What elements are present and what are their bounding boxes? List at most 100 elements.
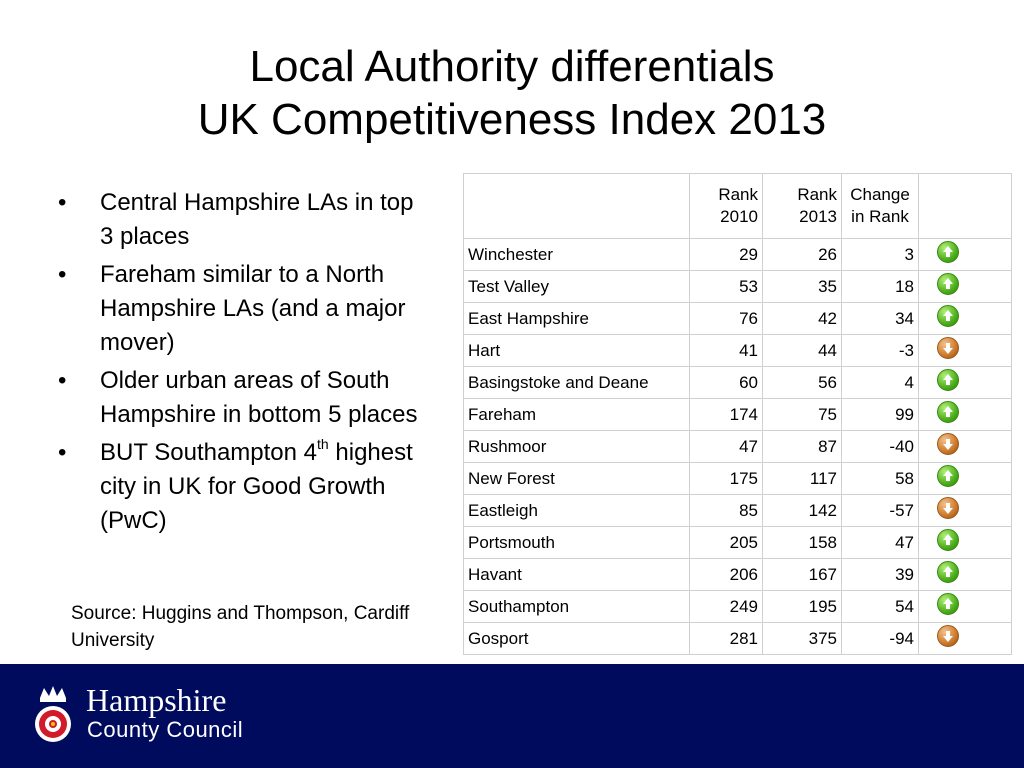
table-header-row: Rank 2010 Rank 2013 Change in Rank	[463, 173, 1012, 239]
authority-name-cell: Basingstoke and Deane	[463, 366, 690, 399]
authority-name-cell: New Forest	[463, 462, 690, 495]
header-rank-2010-line1: Rank	[718, 185, 758, 204]
arrow-up-circle-icon	[937, 369, 959, 391]
trend-cell	[918, 590, 1012, 623]
bullet-marker: •	[58, 367, 67, 394]
authority-name-cell: Winchester	[463, 238, 690, 271]
bullet-text-pre: BUT Southampton 4	[100, 439, 318, 466]
authority-name-cell: Test Valley	[463, 270, 690, 303]
bullet-text-post: highest city in UK for Good Growth (PwC)	[100, 439, 413, 534]
table-row: Gosport 281 375 -94	[463, 622, 1012, 655]
bullet-item: • Central Hampshire LAs in top 3 places	[58, 186, 428, 254]
bullet-item: • Older urban areas of South Hampshire i…	[58, 364, 428, 432]
change-in-rank-cell: 99	[841, 398, 919, 431]
table-row: East Hampshire 76 42 34	[463, 302, 1012, 335]
brand-subtitle: County Council	[87, 717, 244, 742]
rank-2010-cell: 281	[689, 622, 763, 655]
arrow-down-circle-icon	[937, 337, 959, 359]
change-in-rank-cell: 54	[841, 590, 919, 623]
rank-2010-cell: 76	[689, 302, 763, 335]
header-rank-2010-line2: 2010	[720, 207, 758, 226]
table-row: Fareham 174 75 99	[463, 398, 1012, 431]
table-row: Eastleigh 85 142 -57	[463, 494, 1012, 527]
arrow-down-circle-icon	[937, 433, 959, 455]
rank-2013-cell: 117	[762, 462, 842, 495]
table-row: Portsmouth 205 158 47	[463, 526, 1012, 559]
arrow-down-circle-icon	[937, 625, 959, 647]
table-row: Southampton 249 195 54	[463, 590, 1012, 623]
arrow-up-circle-icon	[937, 561, 959, 583]
rank-2013-cell: 375	[762, 622, 842, 655]
rank-2010-cell: 53	[689, 270, 763, 303]
table-row: Havant 206 167 39	[463, 558, 1012, 591]
arrow-up-circle-icon	[937, 241, 959, 263]
brand-name: Hampshire	[86, 682, 227, 718]
change-in-rank-cell: -57	[841, 494, 919, 527]
authority-name-cell: Rushmoor	[463, 430, 690, 463]
change-in-rank-cell: -3	[841, 334, 919, 367]
source-note: Source: Huggins and Thompson, Cardiff Un…	[71, 603, 410, 651]
header-rank-2013-line2: 2013	[799, 207, 837, 226]
trend-cell	[918, 270, 1012, 303]
slide-title-line-2: UK Competitiveness Index 2013	[197, 95, 827, 144]
bullet-text: Central Hampshire LAs in top 3 places	[100, 189, 414, 250]
table-row: Test Valley 53 35 18	[463, 270, 1012, 303]
change-in-rank-cell: 58	[841, 462, 919, 495]
bullet-item: • BUT Southampton 4th highest city in UK…	[58, 436, 428, 538]
bullet-text: Fareham similar to a North Hampshire LAs…	[100, 261, 406, 356]
rank-2013-cell: 87	[762, 430, 842, 463]
authority-name-cell: Southampton	[463, 590, 690, 623]
ranking-table: Rank 2010 Rank 2013 Change in Rank Winch…	[463, 173, 1012, 655]
rank-2010-cell: 249	[689, 590, 763, 623]
change-in-rank-cell: 34	[841, 302, 919, 335]
rank-2010-cell: 60	[689, 366, 763, 399]
rank-2010-cell: 175	[689, 462, 763, 495]
trend-cell	[918, 302, 1012, 335]
bullet-superscript: th	[317, 436, 329, 452]
rank-2013-cell: 167	[762, 558, 842, 591]
bullet-list: • Central Hampshire LAs in top 3 places …	[58, 186, 428, 542]
rank-2013-cell: 56	[762, 366, 842, 399]
footer-bar: Hampshire County Council	[0, 664, 1024, 768]
rank-2013-cell: 35	[762, 270, 842, 303]
trend-cell	[918, 622, 1012, 655]
header-rank-2010: Rank 2010	[689, 173, 763, 239]
arrow-up-circle-icon	[937, 401, 959, 423]
header-name-cell	[463, 173, 690, 239]
rank-2013-cell: 142	[762, 494, 842, 527]
slide-title: Local Authority differentials UK Competi…	[0, 40, 1024, 146]
trend-cell	[918, 526, 1012, 559]
header-rank-2013-line1: Rank	[797, 185, 837, 204]
bullet-marker: •	[58, 261, 67, 288]
trend-cell	[918, 238, 1012, 271]
arrow-up-circle-icon	[937, 273, 959, 295]
arrow-up-circle-icon	[937, 529, 959, 551]
table-row: Winchester 29 26 3	[463, 238, 1012, 271]
trend-cell	[918, 462, 1012, 495]
authority-name-cell: Havant	[463, 558, 690, 591]
rank-2010-cell: 85	[689, 494, 763, 527]
bullet-marker: •	[58, 439, 67, 466]
rank-2013-cell: 195	[762, 590, 842, 623]
bullet-text: Older urban areas of South Hampshire in …	[100, 367, 418, 428]
change-in-rank-cell: 39	[841, 558, 919, 591]
change-in-rank-cell: 47	[841, 526, 919, 559]
arrow-up-circle-icon	[937, 593, 959, 615]
table-row: Basingstoke and Deane 60 56 4	[463, 366, 1012, 399]
authority-name-cell: Gosport	[463, 622, 690, 655]
header-change-in-rank: Change in Rank	[841, 173, 919, 239]
table-row: New Forest 175 117 58	[463, 462, 1012, 495]
change-in-rank-cell: 4	[841, 366, 919, 399]
trend-cell	[918, 398, 1012, 431]
change-in-rank-cell: 3	[841, 238, 919, 271]
bullet-item: • Fareham similar to a North Hampshire L…	[58, 258, 428, 360]
trend-cell	[918, 430, 1012, 463]
rank-2010-cell: 174	[689, 398, 763, 431]
table-body: Winchester 29 26 3 Test Valley 53 35 18 East Ham…	[463, 238, 1012, 655]
table-row: Rushmoor 47 87 -40	[463, 430, 1012, 463]
authority-name-cell: Portsmouth	[463, 526, 690, 559]
rank-2013-cell: 44	[762, 334, 842, 367]
trend-cell	[918, 494, 1012, 527]
change-in-rank-cell: -94	[841, 622, 919, 655]
trend-cell	[918, 334, 1012, 367]
